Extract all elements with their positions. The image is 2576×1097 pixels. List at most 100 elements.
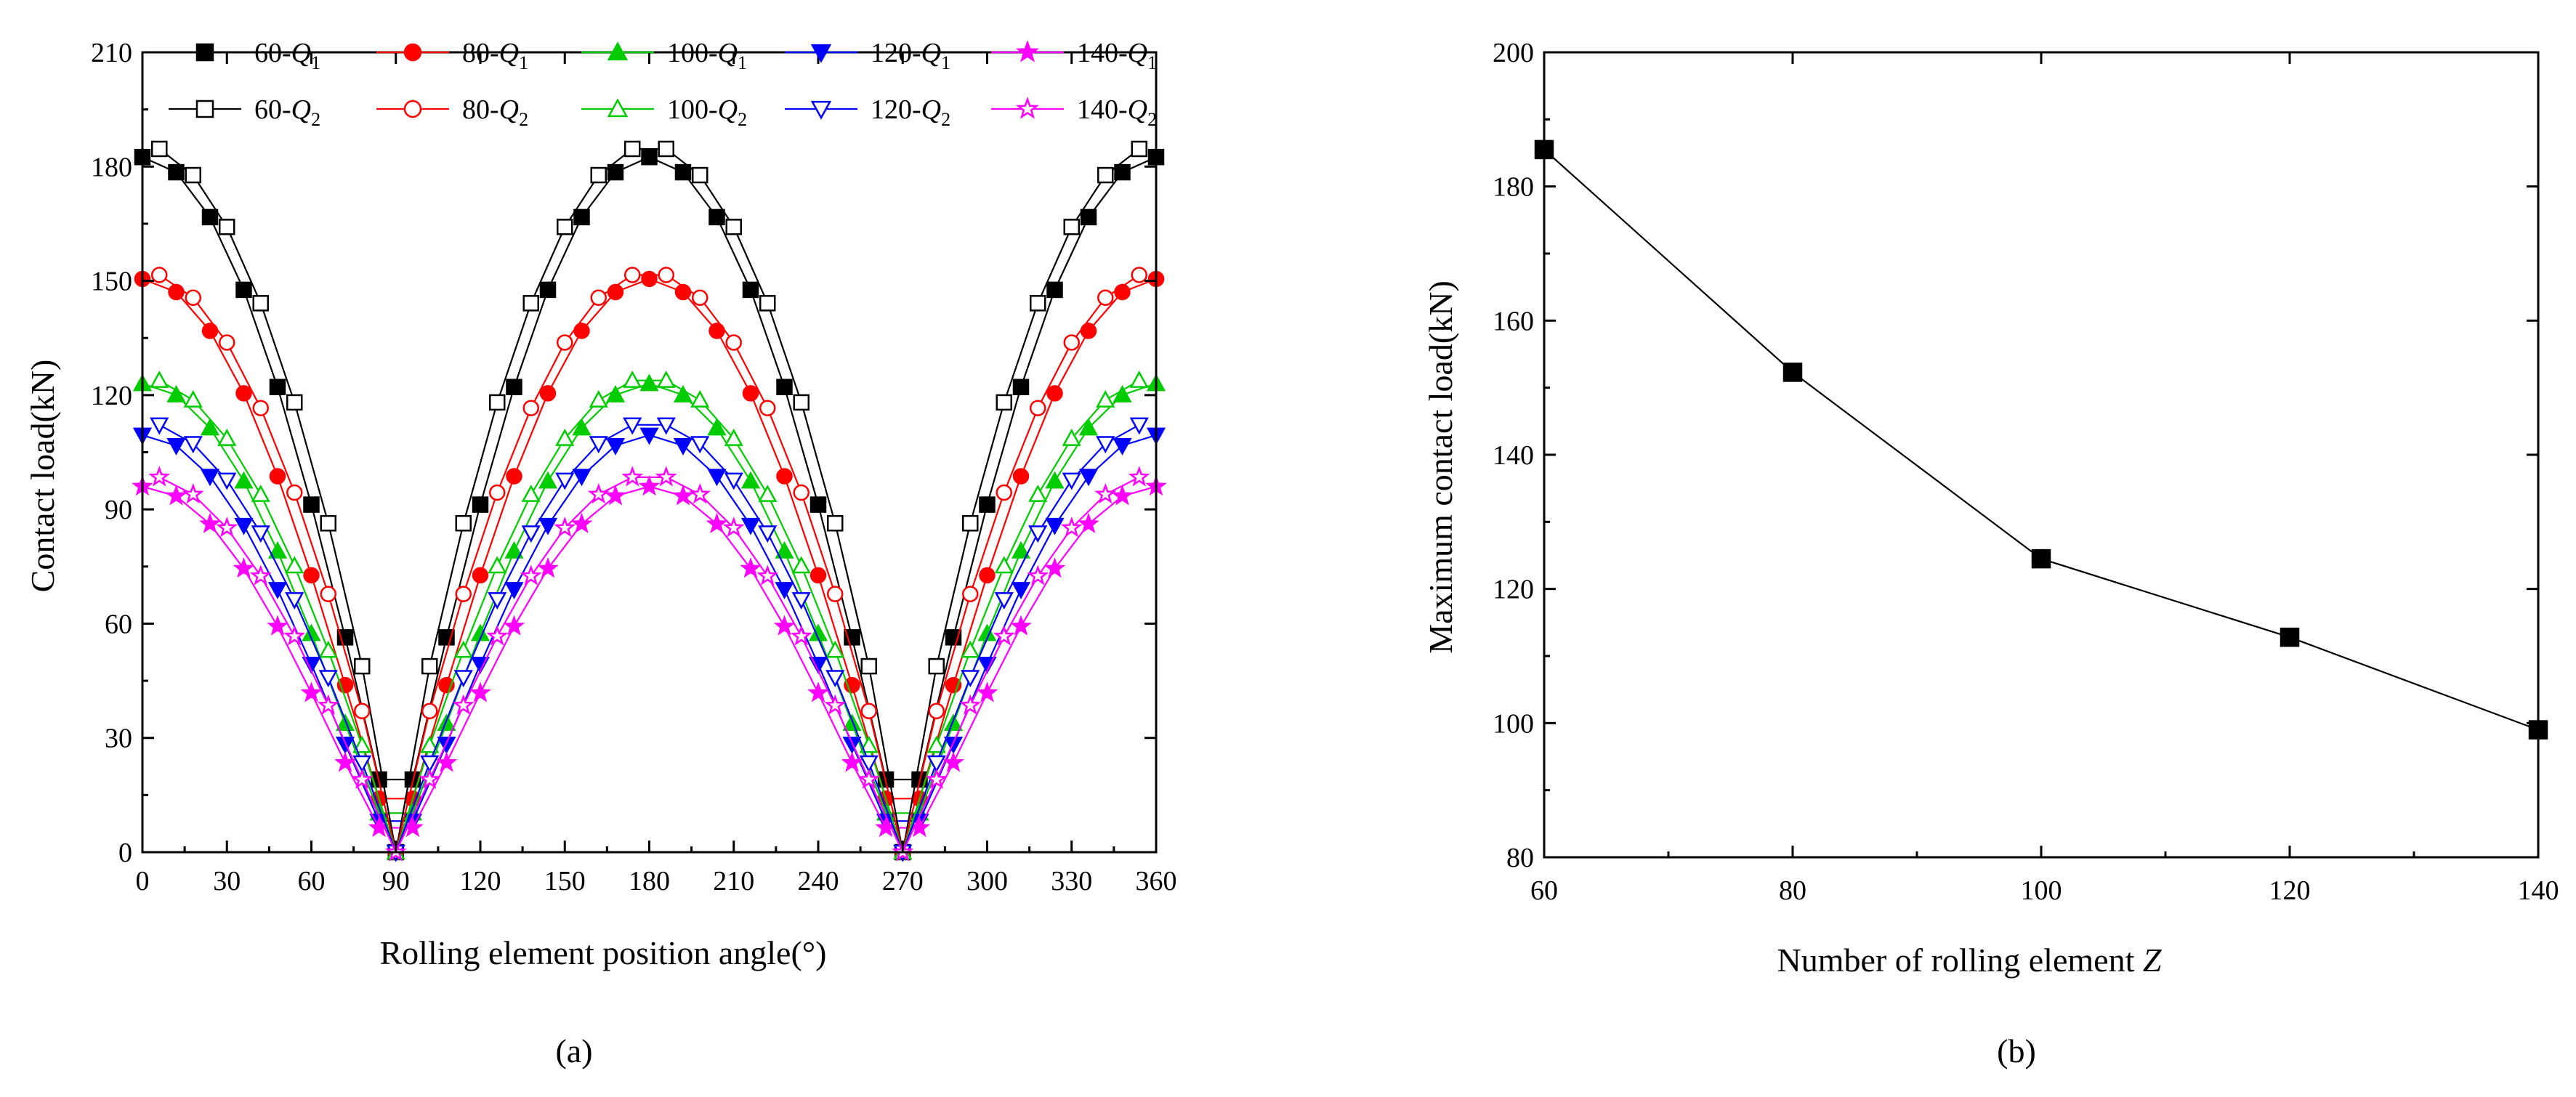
x-tick-label: 210	[713, 866, 754, 896]
series-60-Q1	[134, 148, 1165, 788]
data-point	[1063, 219, 1080, 235]
data-point	[1010, 615, 1032, 636]
x-axis-title: Number of rolling element Z	[1777, 942, 2162, 979]
data-point	[1012, 379, 1030, 396]
data-point	[437, 736, 456, 754]
data-point	[842, 736, 862, 754]
data-point	[1111, 485, 1134, 506]
legend-label: 60-Q1	[254, 38, 320, 73]
x-tick-label: 120	[460, 866, 501, 896]
data-point	[589, 436, 608, 454]
data-point	[469, 681, 491, 703]
data-point	[521, 485, 541, 502]
legend-label: 140-Q2	[1077, 94, 1157, 130]
data-point	[185, 289, 201, 307]
data-point	[759, 295, 776, 312]
legend-label: 120-Q1	[871, 38, 950, 73]
data-point	[252, 295, 269, 312]
data-point	[503, 615, 525, 636]
data-point	[1114, 163, 1131, 181]
data-point	[235, 281, 252, 299]
legend-marker	[1015, 40, 1040, 62]
legend-label: 60-Q2	[254, 94, 320, 130]
data-point	[419, 768, 441, 789]
data-point	[520, 564, 542, 586]
data-point	[557, 334, 573, 351]
data-point	[621, 466, 644, 487]
series-80-Q2	[151, 267, 1147, 861]
data-point	[672, 485, 694, 506]
data-point	[1078, 418, 1099, 436]
series-120-Q1	[132, 427, 1166, 831]
data-point	[776, 468, 793, 485]
data-point	[1043, 557, 1066, 578]
series-120-Q2	[150, 417, 1149, 862]
data-point	[641, 270, 658, 288]
data-point	[1096, 436, 1115, 454]
legend-label: 100-Q1	[667, 38, 747, 73]
y-tick-label: 140	[1493, 440, 1534, 471]
data-point	[740, 517, 761, 535]
data-point	[1131, 267, 1147, 283]
data-point	[165, 485, 187, 506]
data-point	[1028, 485, 1048, 502]
data-point	[725, 334, 742, 351]
data-point	[233, 557, 255, 578]
tick-layer: 0 30 60 90 120 150 180 210 240 270 300 330 360 0 30 60 9…	[91, 38, 1177, 896]
data-point	[1027, 564, 1049, 586]
data-point	[2280, 627, 2300, 647]
data-point	[455, 586, 472, 602]
series-140-Q1	[132, 475, 1167, 838]
data-point	[1011, 541, 1031, 559]
legend-marker	[607, 41, 629, 61]
data-point	[217, 429, 237, 446]
data-point	[996, 394, 1012, 411]
series-80-Q1	[134, 270, 1165, 807]
data-point	[674, 163, 692, 181]
y-axis-title: Contact load(kN)	[24, 360, 61, 593]
x-tick-label: 150	[544, 866, 586, 896]
data-point	[638, 475, 661, 496]
data-point	[539, 281, 557, 299]
data-point	[201, 209, 219, 226]
data-point	[979, 567, 996, 584]
data-point	[420, 755, 440, 773]
data-point	[775, 541, 794, 559]
data-point	[928, 703, 945, 720]
y-tick-label: 200	[1493, 38, 1534, 68]
legend-label: 80-Q1	[462, 38, 528, 73]
panel-label-b: (b)	[1997, 1032, 2036, 1069]
data-point	[303, 496, 320, 513]
x-tick-label: 60	[1530, 875, 1558, 906]
data-point	[166, 438, 186, 456]
series-100-Q1	[132, 373, 1166, 821]
data-point	[979, 496, 996, 513]
data-point	[522, 295, 539, 312]
data-point	[286, 484, 303, 501]
data-point	[269, 468, 286, 485]
data-point	[455, 515, 472, 532]
data-point	[573, 209, 590, 226]
data-point	[267, 615, 288, 636]
data-point	[1096, 390, 1115, 408]
data-point	[860, 657, 877, 675]
legend-label: 120-Q2	[871, 94, 950, 130]
data-point	[538, 517, 558, 535]
data-point	[320, 515, 336, 532]
x-tick-label: 140	[2518, 875, 2559, 906]
data-point	[689, 482, 711, 504]
data-point	[453, 670, 473, 688]
data-point	[1045, 517, 1065, 535]
data-point	[708, 209, 725, 226]
data-point	[943, 713, 964, 732]
data-point	[557, 219, 573, 235]
data-point	[420, 735, 440, 753]
data-point	[639, 427, 659, 445]
x-tick-label: 0	[136, 866, 150, 896]
data-point	[807, 681, 829, 703]
data-point	[437, 713, 456, 732]
data-point	[1129, 417, 1149, 435]
y-tick-label: 210	[91, 38, 132, 68]
data-point	[234, 517, 254, 535]
